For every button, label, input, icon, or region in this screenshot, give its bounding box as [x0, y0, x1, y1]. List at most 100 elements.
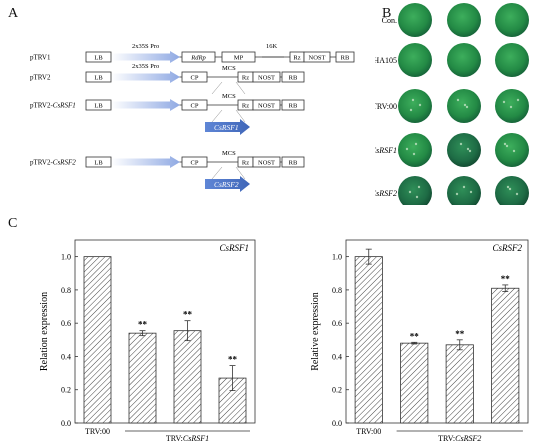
gene-box-label: Rz	[242, 74, 249, 81]
significance-label: **	[138, 320, 148, 330]
leaf-disc	[447, 176, 481, 205]
y-tick-label: 1.0	[61, 253, 71, 262]
leaf-disc	[398, 176, 432, 205]
leaf-row-label: Con.	[382, 16, 397, 25]
significance-label: **	[410, 331, 420, 341]
gene-box-label: LB	[94, 159, 103, 166]
vector-construct-diagram: pTRV1 2x35S Pro LB RdRp MP 16K Rz NOST RB pTRV2 2x…	[30, 43, 355, 192]
gene-box-label: RdRp	[190, 54, 206, 61]
bar	[128, 332, 157, 424]
leaf-disc	[398, 3, 432, 37]
gene-box	[303, 51, 331, 63]
construct-row: pTRV2-CsRSF2 LB CP MCS Rz NOST RB CsRSF2	[30, 150, 305, 192]
leaf-spot	[408, 190, 412, 194]
mcs-line	[211, 81, 223, 95]
gene-box-label: LB	[94, 54, 103, 61]
mcs-line	[235, 81, 246, 95]
leaf-spot	[468, 149, 472, 153]
leaf-row-label: TRV:CsRSF1	[375, 146, 397, 155]
group-label: TRV:CsRSF1	[166, 434, 209, 443]
significance-label: **	[501, 274, 511, 284]
y-tick-label: 0.0	[61, 419, 71, 428]
construct-name: pTRV1	[30, 54, 51, 62]
significance-label: **	[228, 355, 238, 365]
mcs-line	[235, 109, 246, 123]
construct-name: pTRV2-CsRSF1	[30, 102, 76, 110]
promoter-arrow	[111, 99, 180, 111]
construct-name: pTRV2-CsRSF2	[30, 159, 76, 167]
box-label-above: 16K	[266, 43, 278, 50]
mcs-label: MCS	[222, 93, 236, 100]
significance-label: **	[455, 329, 465, 339]
plot-frame	[74, 239, 256, 424]
plot-frame	[345, 239, 529, 424]
gene-box-label: Rz	[293, 54, 300, 61]
gene-box	[281, 71, 305, 83]
leaf-row: TRV:CsRSF1	[375, 133, 529, 167]
gene-box	[252, 156, 281, 168]
leaf-spot	[409, 108, 413, 112]
gene-box-label: NOST	[309, 54, 326, 61]
expression-charts: 0.0 0.2 0.4 0.6 0.8 1.0 CsRSF1 Relation express…	[39, 239, 529, 443]
leaf-disc	[398, 133, 432, 167]
gene-box	[85, 99, 112, 111]
panel-label-a: A	[8, 6, 19, 21]
gene-box	[181, 51, 216, 63]
gene-box	[181, 71, 208, 83]
leaf-spot	[412, 152, 416, 156]
gene-box-label: RB	[289, 159, 298, 166]
leaf-row-label: TRV:00	[375, 102, 397, 111]
gene-box	[252, 71, 281, 83]
leaf-spot	[465, 105, 469, 109]
y-tick-label: 0.2	[332, 386, 342, 395]
y-tick-label: 0.2	[61, 386, 71, 395]
gene-box-label: RB	[289, 74, 298, 81]
gene-box	[281, 156, 305, 168]
leaf-spot	[456, 98, 460, 102]
bar	[400, 342, 429, 424]
gene-box	[85, 71, 112, 83]
panel-label-b: B	[382, 6, 392, 21]
y-tick-label: 0.6	[332, 319, 342, 328]
leaf-row: TRV:CsRSF2	[375, 176, 529, 205]
leaf-disc	[398, 43, 432, 77]
leaf-spot	[414, 142, 418, 146]
leaf-spot	[506, 185, 510, 189]
bar	[173, 330, 202, 424]
leaf-disc	[398, 89, 432, 123]
promoter-arrow	[111, 71, 180, 83]
insert-arrow	[205, 176, 250, 192]
leaf-spot	[417, 185, 421, 189]
leaf-spot	[503, 142, 507, 146]
promoter-arrow	[111, 51, 180, 63]
gene-box-label: LB	[94, 74, 103, 81]
leaf-disc	[495, 89, 529, 123]
bar	[354, 256, 383, 424]
gene-box	[85, 156, 112, 168]
insert-label: CsRSF2	[214, 180, 239, 189]
mcs-line	[211, 109, 223, 123]
leaf-row-label: TRV:CsRSF2	[375, 189, 397, 198]
gene-box	[85, 51, 112, 63]
leaf-row: EHA105	[375, 43, 529, 77]
y-tick-label: 0.4	[61, 352, 71, 361]
leaf-spot	[411, 98, 415, 102]
chart: 0.0 0.2 0.4 0.6 0.8 1.0 CsRSF1 Relation express…	[39, 239, 256, 443]
gene-box-label: CP	[191, 74, 199, 81]
leaf-spot	[515, 192, 519, 196]
leaf-row: TRV:00	[375, 89, 529, 123]
leaf-row-label: EHA105	[375, 56, 397, 65]
bar	[491, 287, 520, 424]
gene-box-label: Rz	[242, 102, 249, 109]
y-tick-label: 0.4	[332, 352, 342, 361]
leaf-disc	[447, 89, 481, 123]
leaf-row: Con.	[382, 3, 529, 37]
group-label: TRV:CsRSF2	[438, 434, 481, 443]
mcs-line	[235, 166, 246, 180]
significance-label: **	[183, 310, 193, 320]
gene-box	[221, 51, 256, 63]
insert-arrow	[205, 119, 250, 135]
promoter-label: 2x35S Pro	[132, 43, 159, 50]
leaf-spot	[455, 192, 459, 196]
leaf-spot	[462, 185, 466, 189]
